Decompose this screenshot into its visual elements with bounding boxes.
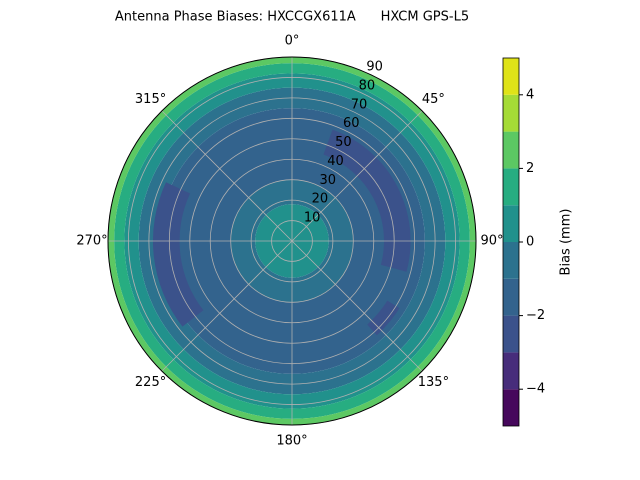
colorbar-tick-label: 4 xyxy=(526,87,534,102)
polar-frame xyxy=(107,56,477,426)
colorbar-tick-label: 0 xyxy=(526,235,534,250)
r-tick-label: 30 xyxy=(319,173,336,188)
colorbar-tick-label: −4 xyxy=(526,382,545,397)
grid-spoke xyxy=(291,110,423,242)
theta-tick-label: 90° xyxy=(480,234,503,249)
grid-spoke xyxy=(291,240,423,372)
colorbar-band xyxy=(503,94,519,132)
theta-tick-label: 45° xyxy=(422,92,445,107)
colorbar-label: Bias (mm) xyxy=(559,209,574,276)
contour-patch xyxy=(152,182,204,327)
r-tick-label: 80 xyxy=(359,78,376,93)
r-tick-label: 20 xyxy=(312,192,329,207)
theta-tick-label: 180° xyxy=(276,434,307,449)
colorbar-band xyxy=(503,352,519,390)
colorbar-band xyxy=(503,242,519,279)
colorbar-tick-label: −2 xyxy=(526,308,545,323)
colorbar-band xyxy=(503,131,519,169)
colorbar-band xyxy=(503,278,519,316)
colorbar-band xyxy=(503,58,519,95)
colorbar-tick-label: 2 xyxy=(526,161,534,176)
grid-spoke xyxy=(161,110,293,242)
contour-patch xyxy=(323,129,411,272)
r-tick-label: 10 xyxy=(304,211,321,226)
r-tick-label: 60 xyxy=(343,116,360,131)
r-tick-label: 70 xyxy=(351,97,368,112)
theta-tick-label: 315° xyxy=(135,92,166,107)
colorbar-band xyxy=(503,205,519,242)
colorbar-band xyxy=(503,168,519,206)
contour-patch xyxy=(367,300,400,336)
colorbar-band xyxy=(503,389,519,426)
grid-spoke xyxy=(161,240,293,372)
theta-tick-label: 225° xyxy=(135,375,166,390)
r-tick-label: 50 xyxy=(335,135,352,150)
chart-title: Antenna Phase Biases: HXCCGX611A HXCM GP… xyxy=(115,10,469,25)
r-tick-label: 40 xyxy=(327,154,344,169)
colorbar-band xyxy=(503,315,519,353)
r-tick-label: 90 xyxy=(366,60,383,75)
theta-tick-label: 270° xyxy=(76,234,107,249)
theta-tick-label: 135° xyxy=(418,375,449,390)
theta-tick-label: 0° xyxy=(285,34,300,49)
